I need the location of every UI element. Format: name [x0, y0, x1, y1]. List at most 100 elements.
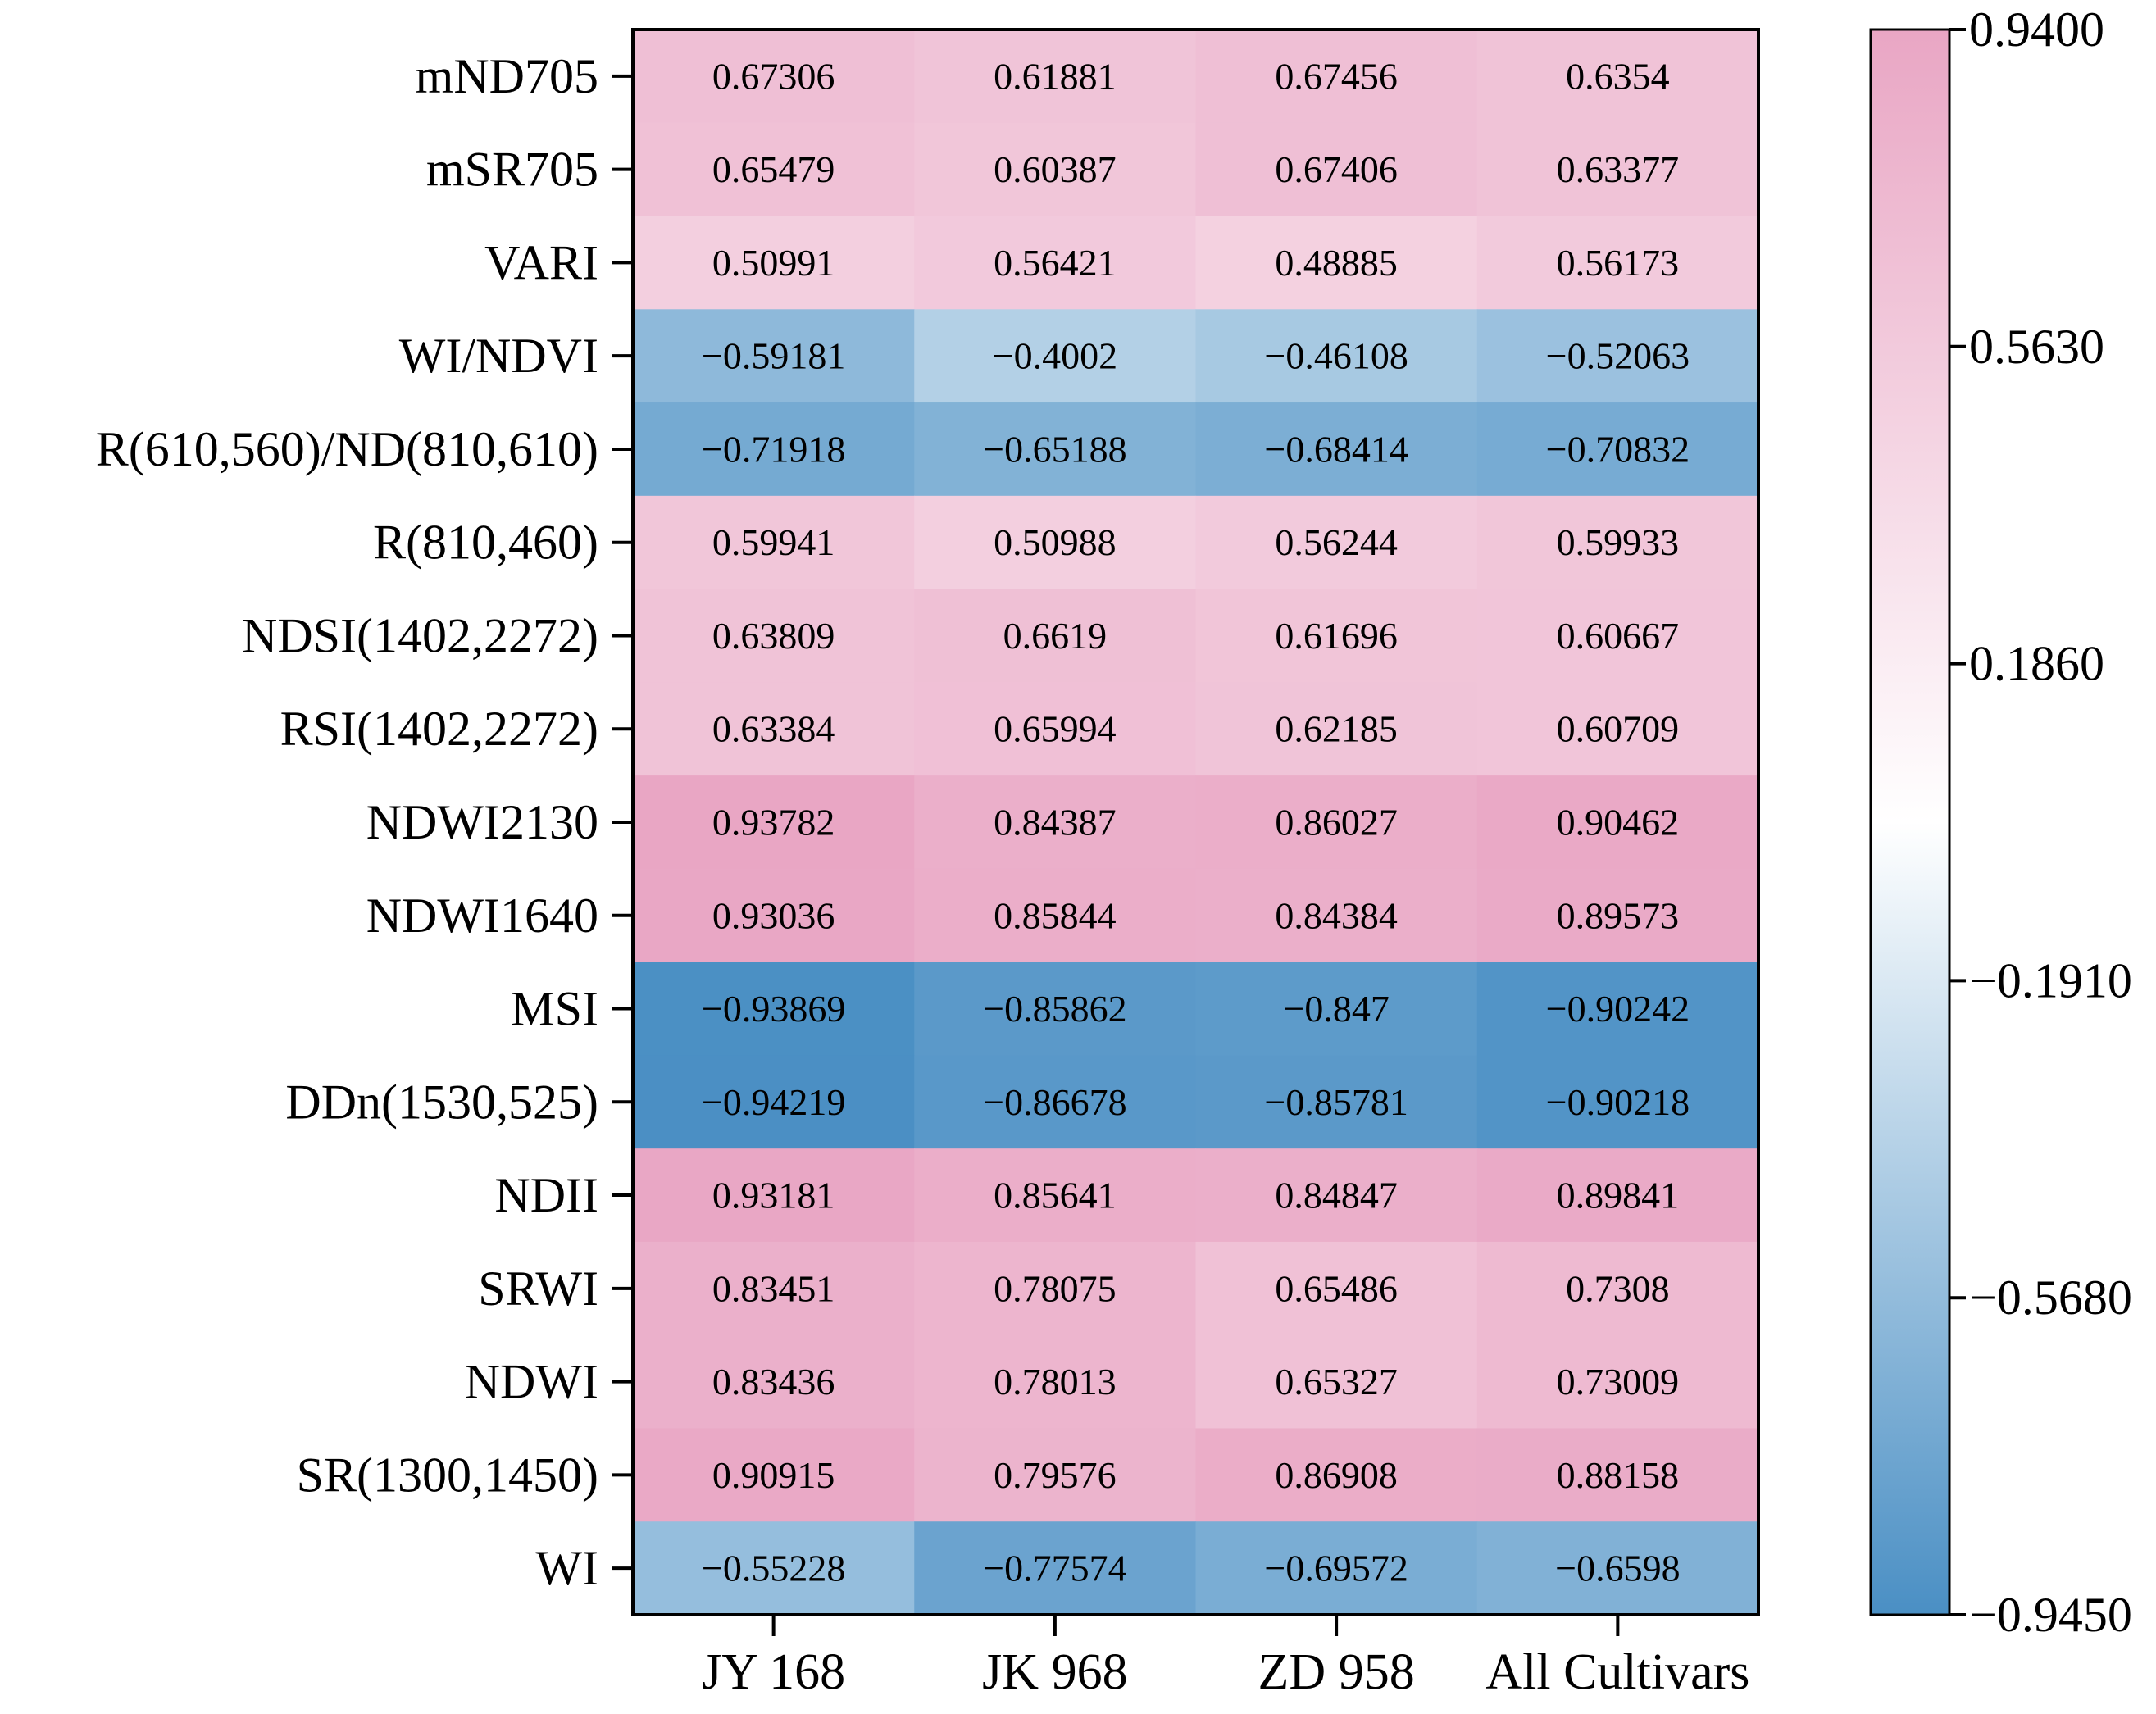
row-label: NDSI(1402,2272)	[242, 608, 598, 662]
cell-value-label: 0.59941	[712, 521, 835, 563]
heatmap-cell	[633, 775, 915, 870]
cell-value-label: −0.94219	[702, 1081, 845, 1123]
cell-value-label: 0.83451	[712, 1267, 835, 1309]
heatmap-cell	[633, 309, 915, 403]
column-label: JY 168	[702, 1644, 845, 1700]
cell-value-label: 0.61696	[1275, 615, 1398, 657]
cell-value-label: 0.89841	[1557, 1175, 1680, 1216]
cell-value-label: 0.63384	[712, 708, 835, 750]
heatmap-cell	[633, 216, 915, 310]
heatmap-cell	[914, 682, 1197, 776]
cell-value-label: 0.84387	[994, 802, 1117, 843]
cell-value-label: 0.6354	[1566, 55, 1670, 97]
heatmap-cell	[1476, 1055, 1759, 1149]
heatmap-cell	[1476, 1428, 1759, 1522]
cell-value-label: 0.73009	[1557, 1361, 1680, 1403]
heatmap-cell	[633, 1148, 915, 1243]
colorbar-gradient	[1869, 28, 1951, 1616]
heatmap-cell	[914, 1334, 1197, 1430]
cell-value-label: 0.84384	[1275, 894, 1398, 936]
heatmap-cell	[914, 495, 1197, 590]
cell-value-label: 0.59933	[1557, 521, 1680, 563]
row-label: VARI	[484, 235, 598, 289]
cell-value-label: −0.85781	[1264, 1081, 1408, 1123]
colorbar: 0.9400 0.5630 0.1860 −0.1910 −0.5680 −0.9450	[1869, 2, 2132, 1642]
heatmap-cell	[633, 868, 915, 963]
column-label: ZD 958	[1258, 1644, 1415, 1700]
heatmap-cell	[1195, 1148, 1478, 1243]
row-label: R(810,460)	[373, 516, 598, 570]
row-label: NDII	[494, 1168, 598, 1222]
heatmap-cell	[1195, 30, 1478, 124]
heatmap-cell	[914, 1148, 1197, 1243]
cell-value-label: −0.847	[1283, 988, 1389, 1030]
cell-value-label: 0.85641	[994, 1175, 1117, 1216]
heatmap-cell	[1195, 122, 1478, 217]
row-label: WI/NDVI	[399, 329, 598, 383]
cell-value-label: 0.93036	[712, 894, 835, 936]
heatmap-cell	[633, 1241, 915, 1336]
heatmap-cell	[914, 402, 1197, 497]
cell-value-label: 0.62185	[1275, 708, 1398, 750]
cell-value-label: 0.85844	[994, 894, 1117, 936]
cell-value-label: −0.85862	[983, 988, 1126, 1030]
cell-value-label: −0.77574	[983, 1548, 1126, 1589]
cell-value-label: −0.93869	[702, 988, 845, 1030]
heatmap-cell	[633, 1428, 915, 1522]
row-axis: mND705 mSR705 VARI WI/NDVI R(610,560)/ND(810…	[96, 49, 633, 1595]
heatmap-cell	[1476, 589, 1759, 683]
colorbar-tick-label: −0.1910	[1969, 953, 2132, 1007]
cell-value-label: 0.83436	[712, 1361, 835, 1403]
cell-value-label: −0.90218	[1546, 1081, 1690, 1123]
heatmap-cell	[914, 216, 1197, 310]
column-label: JK 968	[982, 1644, 1127, 1700]
cell-value-label: 0.60709	[1557, 708, 1680, 750]
cell-value-label: −0.68414	[1264, 428, 1408, 470]
heatmap-cell	[914, 122, 1197, 217]
cell-value-label: 0.63809	[712, 615, 835, 657]
cell-value-label: 0.67406	[1275, 148, 1398, 190]
cell-value-label: 0.50988	[994, 521, 1117, 563]
cell-value-label: 0.6619	[1003, 615, 1108, 657]
row-label: RSI(1402,2272)	[280, 702, 598, 756]
heatmap-cell	[1195, 868, 1478, 963]
cell-value-label: −0.52063	[1546, 335, 1690, 377]
heatmap-cell	[1195, 962, 1478, 1057]
cell-value-label: 0.86027	[1275, 802, 1398, 843]
cell-value-label: 0.61881	[994, 55, 1117, 97]
cell-value-label: 0.90462	[1557, 802, 1680, 843]
heatmap-cell	[914, 1428, 1197, 1522]
heatmap-cell	[1476, 122, 1759, 217]
heatmap-cell	[914, 30, 1197, 124]
heatmap-cell	[1476, 402, 1759, 497]
row-label: NDWI1640	[366, 889, 598, 943]
cell-value-label: 0.56244	[1275, 521, 1398, 563]
cell-value-label: 0.78075	[994, 1267, 1117, 1309]
heatmap-cell	[633, 1521, 915, 1616]
cell-value-label: −0.71918	[702, 428, 845, 470]
row-label: SR(1300,1450)	[297, 1448, 598, 1502]
heatmap-cell	[914, 309, 1197, 403]
cell-value-label: 0.67306	[712, 55, 835, 97]
heatmap-cell	[633, 402, 915, 497]
heatmap-cell	[1195, 495, 1478, 590]
cell-value-label: 0.48885	[1275, 242, 1398, 284]
heatmap-cell	[914, 589, 1197, 683]
heatmap-cell	[914, 775, 1197, 870]
row-label: NDWI2130	[366, 795, 598, 849]
cell-value-label: −0.59181	[702, 335, 845, 377]
heatmap-cell	[1476, 1241, 1759, 1336]
heatmap-cell	[1476, 962, 1759, 1057]
cell-value-label: −0.70832	[1546, 428, 1690, 470]
colorbar-tick-label: −0.9450	[1969, 1588, 2132, 1642]
heatmap-cell	[914, 1521, 1197, 1616]
heatmap-cell	[914, 1241, 1197, 1336]
colorbar-tick-label: −0.5680	[1969, 1271, 2132, 1325]
heatmap-cell	[1476, 1521, 1759, 1616]
row-label: MSI	[511, 982, 598, 1036]
heatmap-cell	[914, 868, 1197, 963]
heatmap-cells: 0.67306 0.61881 0.67456 0.6354 0.65479 0.6038…	[633, 30, 1759, 1616]
cell-value-label: 0.63377	[1557, 148, 1680, 190]
cell-value-label: 0.79576	[994, 1454, 1117, 1496]
